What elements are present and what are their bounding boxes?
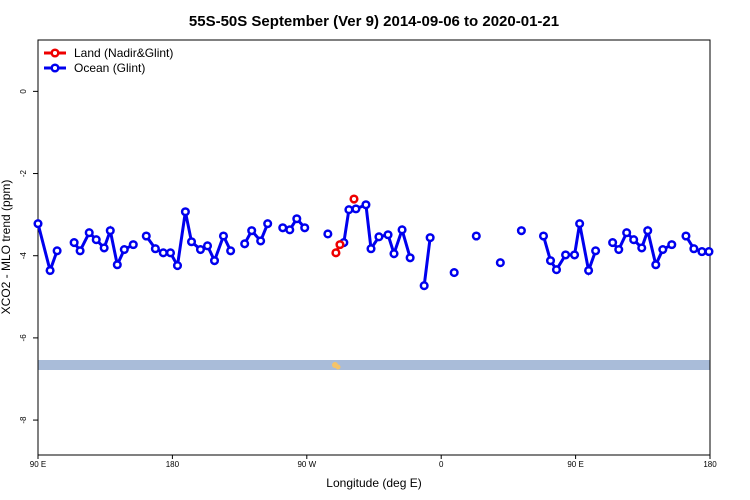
data-point <box>689 244 699 254</box>
data-point <box>629 235 639 245</box>
x-tick-label: 90 E <box>567 460 583 469</box>
data-point <box>202 241 213 251</box>
data-point <box>614 245 624 255</box>
y-tick-label: -6 <box>19 334 28 342</box>
data-point <box>622 228 632 238</box>
data-point <box>119 245 129 255</box>
data-point <box>75 246 85 256</box>
data-point <box>551 265 562 275</box>
data-point <box>405 253 415 263</box>
data-point <box>285 225 295 235</box>
legend-label: Land (Nadir&Glint) <box>74 46 173 60</box>
data-point <box>419 281 429 291</box>
data-point <box>209 256 220 266</box>
data-point <box>561 250 571 260</box>
data-point <box>335 240 345 250</box>
data-point <box>545 256 556 266</box>
data-point <box>172 261 183 271</box>
data-point <box>658 245 668 255</box>
data-point <box>383 230 393 240</box>
data-point <box>667 240 677 250</box>
x-tick-label: 0 <box>439 460 444 469</box>
data-point <box>351 204 361 214</box>
x-tick-label: 180 <box>703 460 717 469</box>
coverage-dot <box>335 364 341 370</box>
x-tick-label: 180 <box>166 460 180 469</box>
data-point <box>240 239 250 249</box>
data-point <box>141 231 151 241</box>
data-point <box>292 214 302 224</box>
data-point <box>495 258 505 268</box>
data-point <box>397 225 407 235</box>
data-point <box>180 207 190 217</box>
data-point <box>591 246 601 256</box>
data-point <box>538 231 549 241</box>
x-tick-label: 90 W <box>297 460 316 469</box>
data-point <box>128 240 138 250</box>
data-point <box>99 243 109 253</box>
data-point <box>361 200 371 210</box>
data-point <box>349 194 359 204</box>
data-point <box>516 226 526 236</box>
data-point <box>226 246 236 256</box>
data-point <box>300 223 310 233</box>
x-tick-label: 90 E <box>30 460 46 469</box>
data-point <box>449 268 459 278</box>
data-point <box>643 226 653 236</box>
legend-label: Ocean (Glint) <box>74 61 145 75</box>
data-point <box>33 219 43 229</box>
y-tick-label: -8 <box>19 416 28 424</box>
data-point <box>278 223 288 233</box>
chart-title: 55S-50S September (Ver 9) 2014-09-06 to … <box>189 13 559 30</box>
data-point <box>45 265 55 276</box>
data-point <box>84 228 94 238</box>
legend-marker <box>50 48 60 58</box>
data-point <box>158 248 168 258</box>
data-point <box>186 237 197 247</box>
data-point <box>681 231 691 241</box>
data-point <box>165 248 176 258</box>
data-point <box>256 236 266 246</box>
x-axis-label: Longitude (deg E) <box>326 476 421 490</box>
y-tick-label: 0 <box>19 89 28 94</box>
data-point <box>570 250 580 260</box>
data-point <box>584 265 594 276</box>
data-point <box>112 260 122 270</box>
data-point <box>608 238 618 248</box>
data-point <box>575 219 585 229</box>
data-point <box>425 233 435 243</box>
data-point <box>69 238 79 248</box>
data-point <box>263 219 273 229</box>
data-point <box>374 232 384 242</box>
coverage-band <box>38 360 710 370</box>
data-point <box>323 229 333 239</box>
data-point <box>471 231 481 241</box>
data-point <box>637 243 647 253</box>
data-point <box>105 226 115 236</box>
data-point <box>697 247 707 257</box>
data-point <box>150 244 160 254</box>
data-point <box>344 205 354 215</box>
data-point <box>52 246 62 256</box>
data-point <box>331 248 341 258</box>
data-point <box>218 231 229 241</box>
data-point <box>704 247 714 257</box>
y-axis-label: XCO2 - MLO trend (ppm) <box>0 180 13 315</box>
data-point <box>651 260 661 270</box>
y-tick-label: -4 <box>19 252 28 260</box>
y-tick-label: -2 <box>19 169 28 177</box>
data-point <box>389 249 399 259</box>
data-point <box>247 226 257 236</box>
legend-marker <box>50 63 60 73</box>
data-point <box>91 235 101 245</box>
data-point <box>366 244 376 254</box>
data-point <box>195 245 206 255</box>
